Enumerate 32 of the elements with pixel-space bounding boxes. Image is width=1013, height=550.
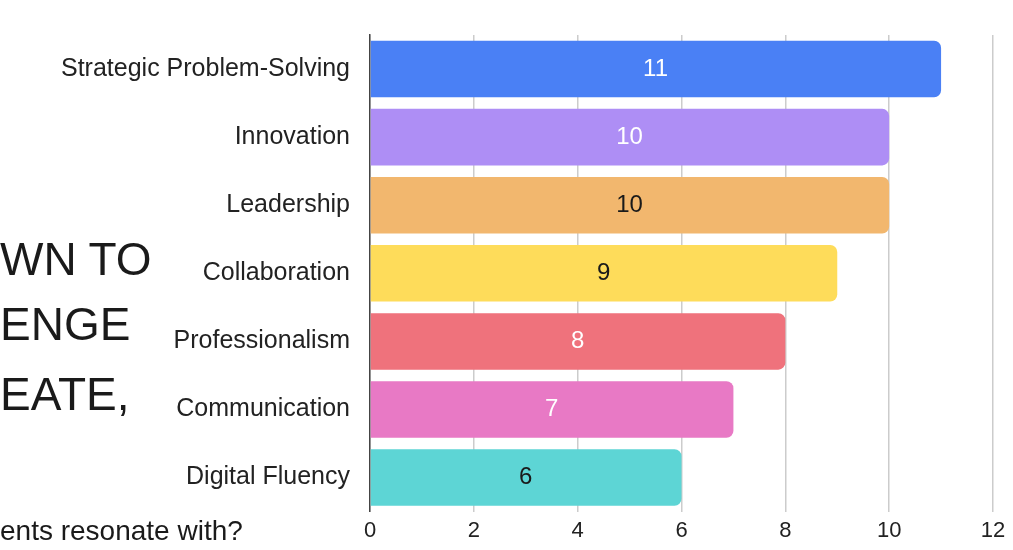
x-tick-label: 2 [467, 516, 480, 542]
bar [370, 449, 682, 506]
x-tick-label: 10 [876, 516, 902, 542]
text: WN TO [0, 233, 152, 285]
y-tick-label: Collaboration [202, 257, 350, 286]
data-label: 11 [643, 53, 668, 81]
y-tick-label: Digital Fluency [186, 461, 351, 490]
x-tick-label: 6 [675, 516, 688, 542]
bar [370, 176, 890, 234]
data-label: 7 [545, 394, 559, 422]
data-label: 10 [616, 121, 643, 149]
y-tick-label: Innovation [234, 121, 350, 150]
x-tick-label: 0 [363, 516, 377, 542]
x-tick-label: 12 [980, 516, 1006, 542]
text: ents resonate with? [0, 515, 243, 546]
y-tick-label: Professionalism [173, 325, 350, 354]
y-tick-label: Leadership [226, 189, 350, 218]
y-tick-label: Communication [176, 393, 350, 422]
x-tick-label: 4 [571, 516, 584, 542]
data-label: 8 [570, 326, 585, 354]
data-label: 9 [596, 257, 611, 285]
x-tick-label: 8 [779, 516, 792, 542]
text: EATE, [0, 368, 130, 420]
bar [370, 381, 734, 438]
bar [370, 245, 838, 302]
data-label: 10 [616, 189, 643, 217]
bar [370, 313, 786, 370]
y-tick-label: Strategic Problem-Solving [60, 52, 350, 81]
data-label: 6 [519, 462, 533, 490]
text: ENGE [0, 298, 131, 350]
bar [370, 108, 890, 166]
bar [370, 40, 942, 98]
